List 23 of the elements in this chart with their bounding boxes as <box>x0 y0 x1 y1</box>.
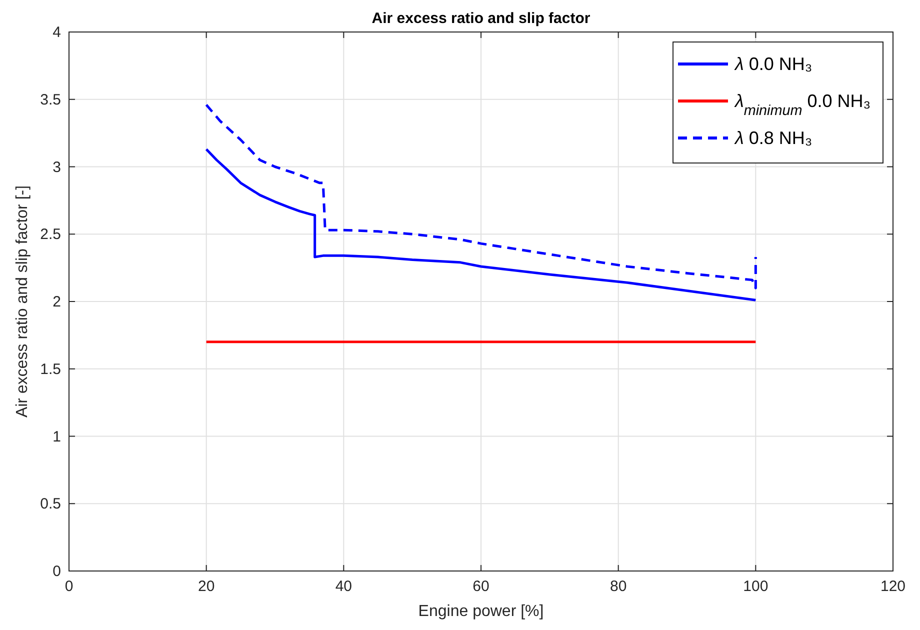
x-tick-label: 120 <box>880 578 906 595</box>
y-tick-label: 0.5 <box>40 496 61 513</box>
legend-label: λ$_{minimum}$ 0.0 NH₃ <box>734 91 871 119</box>
y-tick-label: 2 <box>52 294 61 310</box>
y-tick-label: 4 <box>52 24 61 41</box>
x-tick-label: 40 <box>335 578 352 595</box>
chart-title: Air excess ratio and slip factor <box>372 10 590 27</box>
legend-label: λ 0.0 NH₃ <box>734 54 812 74</box>
x-tick-label: 20 <box>198 578 215 595</box>
y-tick-label: 0 <box>52 563 61 580</box>
y-tick-label: 2.5 <box>40 226 61 244</box>
y-axis-title: Air excess ratio and slip factor [-] <box>14 185 31 418</box>
x-tick-label: 80 <box>610 578 627 595</box>
y-tick-label: 3.5 <box>40 91 61 108</box>
legend-label: λ 0.8 NH₃ <box>734 128 812 148</box>
x-axis-title: Engine power [%] <box>418 603 544 620</box>
x-tick-label: 60 <box>472 578 490 595</box>
x-tick-label: 100 <box>743 578 768 595</box>
line-series <box>205 148 757 302</box>
y-tick-label: 1 <box>52 428 61 446</box>
y-tick-label: 3 <box>52 158 61 176</box>
x-tick-label: 0 <box>64 578 74 595</box>
y-tick-label: 1.5 <box>40 360 61 378</box>
